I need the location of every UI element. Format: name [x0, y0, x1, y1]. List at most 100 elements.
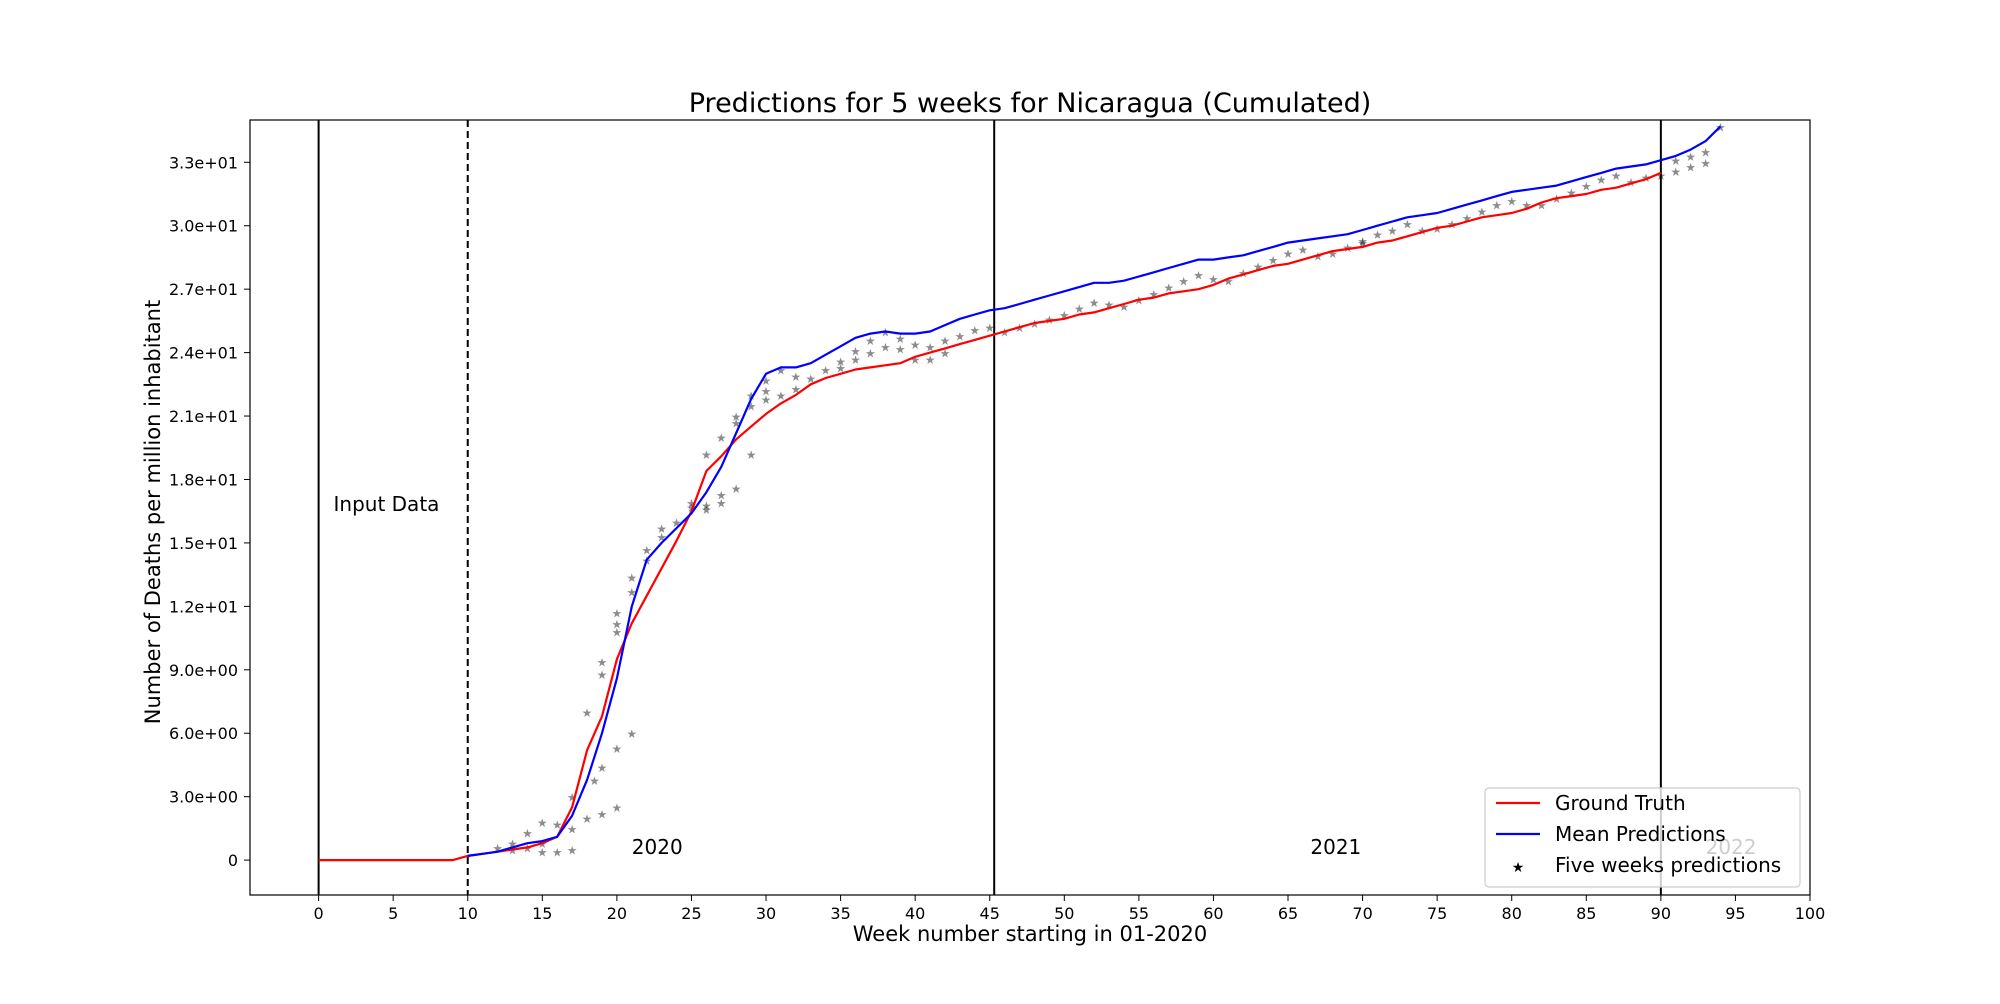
prediction-star-point: ★: [1268, 254, 1279, 268]
y-axis-label: Number of Deaths per million inhabitant: [141, 300, 165, 724]
prediction-star-point: ★: [567, 844, 578, 858]
prediction-star-point: ★: [701, 448, 712, 462]
prediction-star-point: ★: [1581, 180, 1592, 194]
prediction-star-point: ★: [612, 607, 623, 621]
legend-label-ground-truth: Ground Truth: [1555, 791, 1686, 815]
prediction-star-point: ★: [776, 364, 787, 378]
prediction-star-point: ★: [626, 727, 637, 741]
x-tick-label: 100: [1795, 904, 1826, 923]
prediction-star-point: ★: [805, 372, 816, 386]
prediction-star-point: ★: [567, 822, 578, 836]
prediction-star-point: ★: [1208, 273, 1219, 287]
prediction-star-point: ★: [746, 399, 757, 413]
y-tick-label: 3.0e+00: [169, 788, 238, 807]
prediction-star-point: ★: [537, 816, 548, 830]
x-tick-label: 20: [607, 904, 627, 923]
prediction-star-point: ★: [1044, 313, 1055, 327]
prediction-star-point: ★: [1521, 199, 1532, 213]
prediction-star-point: ★: [701, 503, 712, 517]
prediction-star-point: ★: [1477, 205, 1488, 219]
prediction-star-point: ★: [1193, 268, 1204, 282]
y-tick-label: 2.1e+01: [169, 407, 238, 426]
prediction-star-point: ★: [925, 340, 936, 354]
prediction-star-point: ★: [567, 791, 578, 805]
x-tick-label: 50: [1054, 904, 1074, 923]
prediction-star-point: ★: [1387, 224, 1398, 238]
prediction-star-point: ★: [1148, 287, 1159, 301]
prediction-star-point: ★: [1491, 199, 1502, 213]
prediction-star-point: ★: [969, 323, 980, 337]
x-axis-label: Week number starting in 01-2020: [853, 922, 1207, 946]
x-tick-label: 5: [388, 904, 398, 923]
x-tick-label: 60: [1203, 904, 1223, 923]
prediction-star-point: ★: [731, 482, 742, 496]
x-tick-label: 40: [905, 904, 925, 923]
x-tick-label: 10: [458, 904, 478, 923]
prediction-star-point: ★: [790, 383, 801, 397]
prediction-star-point: ★: [1283, 247, 1294, 261]
legend-item-five-weeks-predictions: ★ Five weeks predictions: [1512, 853, 1781, 877]
prediction-star-point: ★: [1670, 154, 1681, 168]
x-tick-label: 35: [830, 904, 850, 923]
y-tick-label: 0: [228, 851, 238, 870]
annotation-2021: 2021: [1310, 835, 1361, 859]
x-tick-label: 45: [980, 904, 1000, 923]
mean-predictions-line: [467, 125, 1722, 857]
prediction-star-point: ★: [880, 340, 891, 354]
y-tick-label: 2.7e+01: [169, 280, 238, 299]
prediction-star-point: ★: [656, 522, 667, 536]
prediction-star-point: ★: [761, 385, 772, 399]
prediction-star-point: ★: [1372, 228, 1383, 242]
prediction-star-point: ★: [865, 347, 876, 361]
prediction-star-point: ★: [776, 389, 787, 403]
prediction-star-point: ★: [1163, 281, 1174, 295]
prediction-star-point: ★: [1357, 237, 1368, 251]
legend-label-five-weeks-predictions: Five weeks predictions: [1555, 853, 1781, 877]
prediction-star-point: ★: [1536, 199, 1547, 213]
x-tick-label: 0: [314, 904, 324, 923]
prediction-star-point: ★: [507, 837, 518, 851]
annotation-2020: 2020: [632, 835, 683, 859]
prediction-star-point: ★: [910, 338, 921, 352]
prediction-star-point: ★: [716, 431, 727, 445]
prediction-star-point: ★: [1119, 300, 1130, 314]
x-tick-label: 30: [756, 904, 776, 923]
prediction-star-point: ★: [746, 389, 757, 403]
prediction-star-point: ★: [1685, 161, 1696, 175]
prediction-star-point: ★: [895, 332, 906, 346]
prediction-star-point: ★: [1655, 169, 1666, 183]
prediction-star-point: ★: [1685, 150, 1696, 164]
prediction-star-point: ★: [537, 846, 548, 860]
prediction-star-point: ★: [1611, 169, 1622, 183]
chart-title: Predictions for 5 weeks for Nicaragua (C…: [689, 88, 1372, 119]
prediction-star-point: ★: [1089, 296, 1100, 310]
prediction-star-point: ★: [716, 497, 727, 511]
prediction-star-point: ★: [686, 501, 697, 515]
prediction-star-point: ★: [731, 416, 742, 430]
prediction-star-point: ★: [731, 410, 742, 424]
prediction-star-point: ★: [1357, 235, 1368, 249]
prediction-star-point: ★: [1253, 260, 1264, 274]
prediction-star-point: ★: [820, 364, 831, 378]
prediction-star-point: ★: [656, 531, 667, 545]
prediction-star-point: ★: [492, 841, 503, 855]
prediction-star-point: ★: [865, 334, 876, 348]
prediction-star-point: ★: [910, 353, 921, 367]
prediction-star-point: ★: [1670, 165, 1681, 179]
prediction-star-point: ★: [895, 342, 906, 356]
prediction-star-point: ★: [589, 774, 600, 788]
prediction-star-point: ★: [612, 742, 623, 756]
prediction-star-point: ★: [626, 571, 637, 585]
prediction-star-point: ★: [790, 370, 801, 384]
x-tick-label: 65: [1278, 904, 1298, 923]
x-tick-label: 55: [1129, 904, 1149, 923]
prediction-star-point: ★: [552, 818, 563, 832]
prediction-star-point: ★: [1074, 302, 1085, 316]
prediction-star-point: ★: [1506, 194, 1517, 208]
x-tick-label: 80: [1502, 904, 1522, 923]
x-tick-label: 90: [1651, 904, 1671, 923]
prediction-star-point: ★: [626, 586, 637, 600]
prediction-star-point: ★: [582, 706, 593, 720]
prediction-star-point: ★: [1238, 266, 1249, 280]
